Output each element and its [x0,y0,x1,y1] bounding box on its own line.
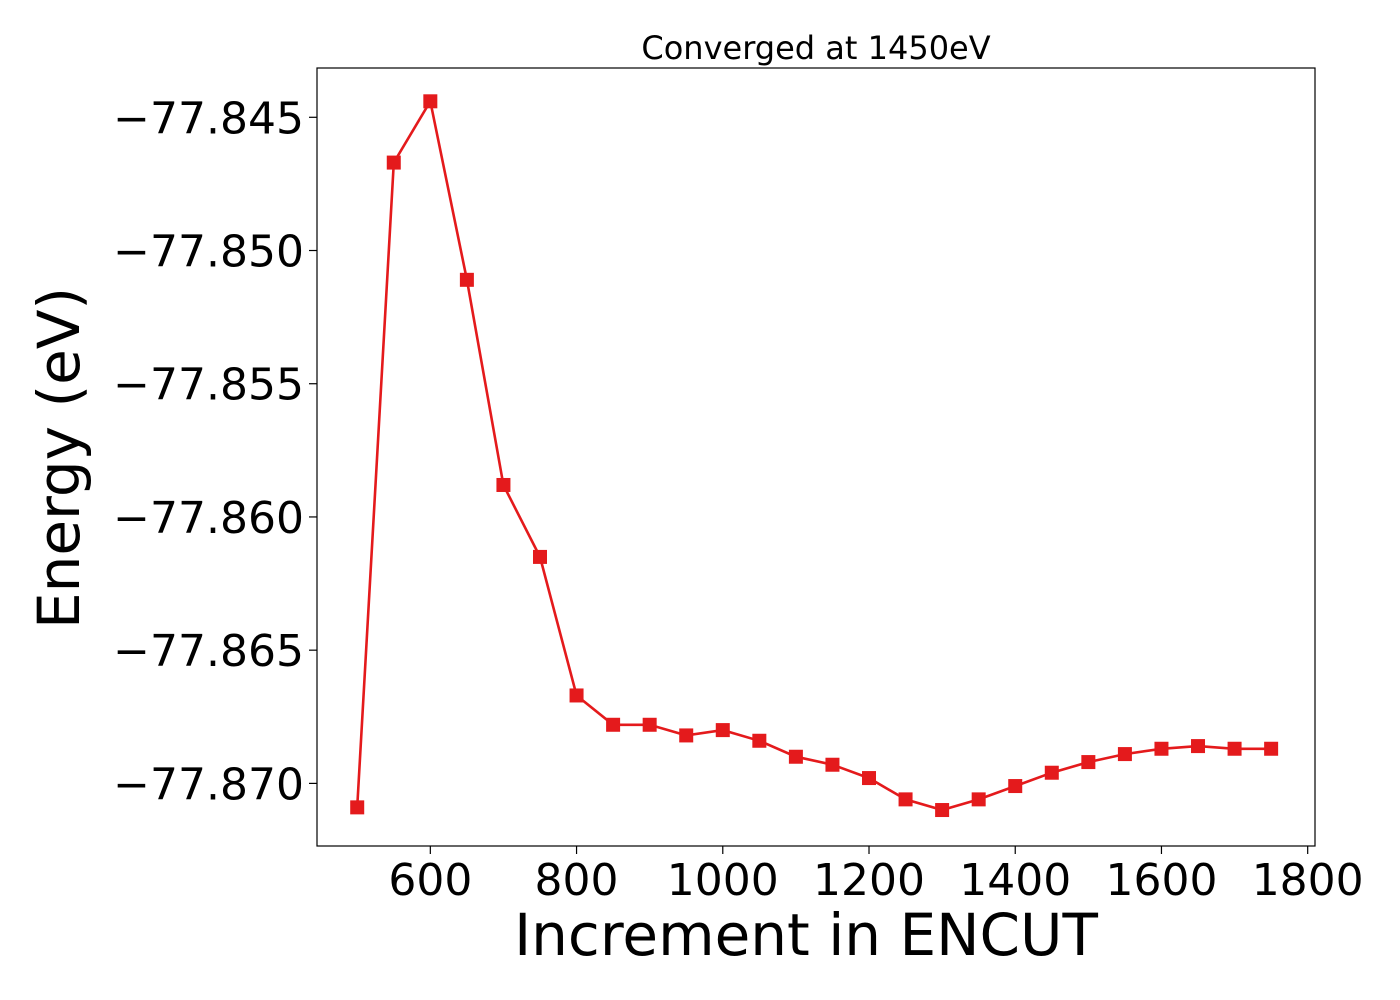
data-point-marker [1191,739,1206,754]
data-point-marker [496,477,511,492]
x-tick-label: 1800 [1252,855,1364,906]
data-point-marker [350,800,365,815]
y-tick-label: −77.865 [113,626,304,677]
data-point-marker [1264,741,1279,756]
data-point-marker [1008,779,1023,794]
chart-title: Converged at 1450eV [641,29,990,67]
data-point-marker [386,155,401,170]
x-tick-label: 1200 [813,855,925,906]
series-markers [350,94,1279,818]
plot-frame [316,67,1316,847]
y-tick-label: −77.855 [113,360,304,411]
data-point-marker [423,94,438,109]
x-tick-label: 1600 [1105,855,1217,906]
data-point-marker [606,717,621,732]
data-point-marker [459,272,474,287]
data-point-marker [825,757,840,772]
data-point-marker [1081,755,1096,770]
y-tick-label: −77.850 [113,227,304,278]
x-tick-label: 1400 [959,855,1071,906]
data-point-marker [532,549,547,564]
data-point-marker [715,723,730,738]
x-tick-label: 1000 [667,855,779,906]
data-point-marker [569,688,584,703]
data-point-marker [752,733,767,748]
series-line [355,97,1272,812]
y-tick-label: −77.845 [113,93,304,144]
data-point-marker [679,728,694,743]
x-tick-label: 800 [535,855,619,906]
data-point-marker [862,771,877,786]
data-point-marker [935,803,950,818]
y-axis-ticks: −77.845 −77.850 −77.855 −77.860 −77.865 −77.8… [113,93,317,810]
data-point-marker [1154,741,1169,756]
data-point-marker [1227,741,1242,756]
y-tick-label: −77.870 [113,759,304,810]
data-point-marker [1044,765,1059,780]
data-point-marker [788,749,803,764]
data-point-marker [1117,747,1132,762]
y-axis-label: Energy (eV) [25,287,93,629]
data-point-marker [898,792,913,807]
data-point-marker [642,717,657,732]
x-tick-label: 600 [388,855,472,906]
data-point-marker [971,792,986,807]
x-axis-ticks: 600 800 1000 1200 1400 1600 1800 [388,846,1364,906]
y-tick-label: −77.860 [113,493,304,544]
x-axis-label: Increment in ENCUT [514,901,1098,969]
